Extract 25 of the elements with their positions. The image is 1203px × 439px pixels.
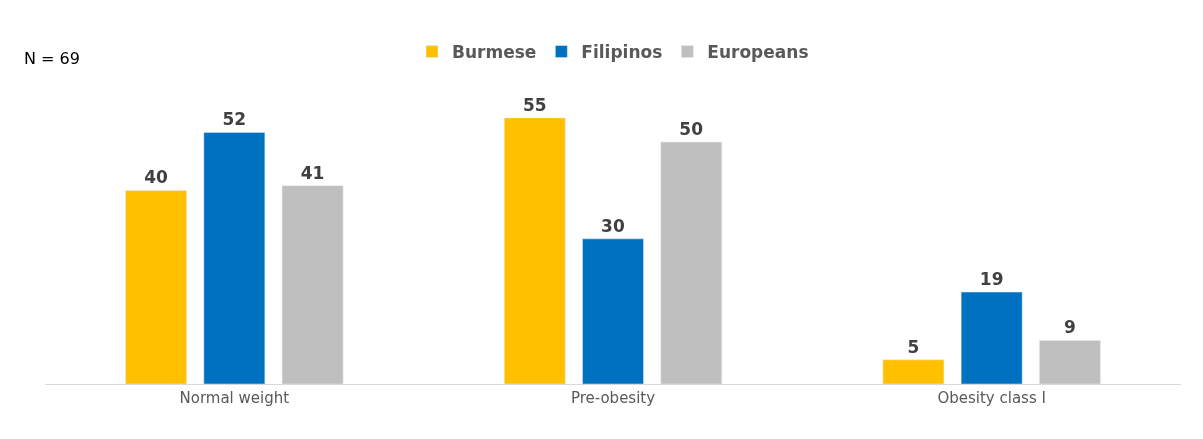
x-tick-label: Normal weight [179,389,290,407]
data-label: 52 [222,109,247,130]
bar [125,190,187,384]
data-label: 9 [1064,317,1076,338]
text: N = 69 [24,49,80,68]
x-tick-label: Obesity class I [937,389,1046,407]
legend-label: Europeans [707,42,809,63]
bar [281,185,344,384]
data-label: 50 [679,119,704,140]
legend-label: Filipinos [581,42,663,63]
x-tick-label: Pre-obesity [570,389,656,407]
data-label: 41 [300,162,325,183]
data-label: 19 [979,269,1004,290]
legend-label: Burmese [452,42,537,63]
bar [1039,340,1101,384]
bar [960,291,1023,384]
bar [660,141,723,384]
bar [882,359,945,384]
bar [203,132,266,384]
bar [503,117,566,384]
data-label: 55 [522,94,547,115]
data-label: 5 [907,336,920,357]
data-label: 40 [144,167,168,188]
data-label: 30 [601,215,625,236]
bar [582,238,644,384]
